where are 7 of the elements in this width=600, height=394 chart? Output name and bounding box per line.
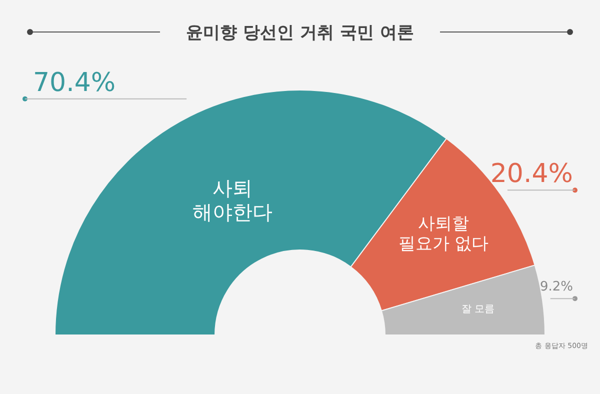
chart-title: 윤미향 당선인 거취 국민 여론 xyxy=(186,23,414,43)
data-label: 70.4% xyxy=(33,68,116,98)
data-label: 20.4% xyxy=(490,159,573,190)
slice-label: 사퇴할 필요가 없다 xyxy=(398,213,489,254)
data-label: 9.2% xyxy=(540,280,573,295)
slice-label: 사퇴 해야한다 xyxy=(192,176,273,224)
slice-label: 잘 모름 xyxy=(462,304,495,315)
